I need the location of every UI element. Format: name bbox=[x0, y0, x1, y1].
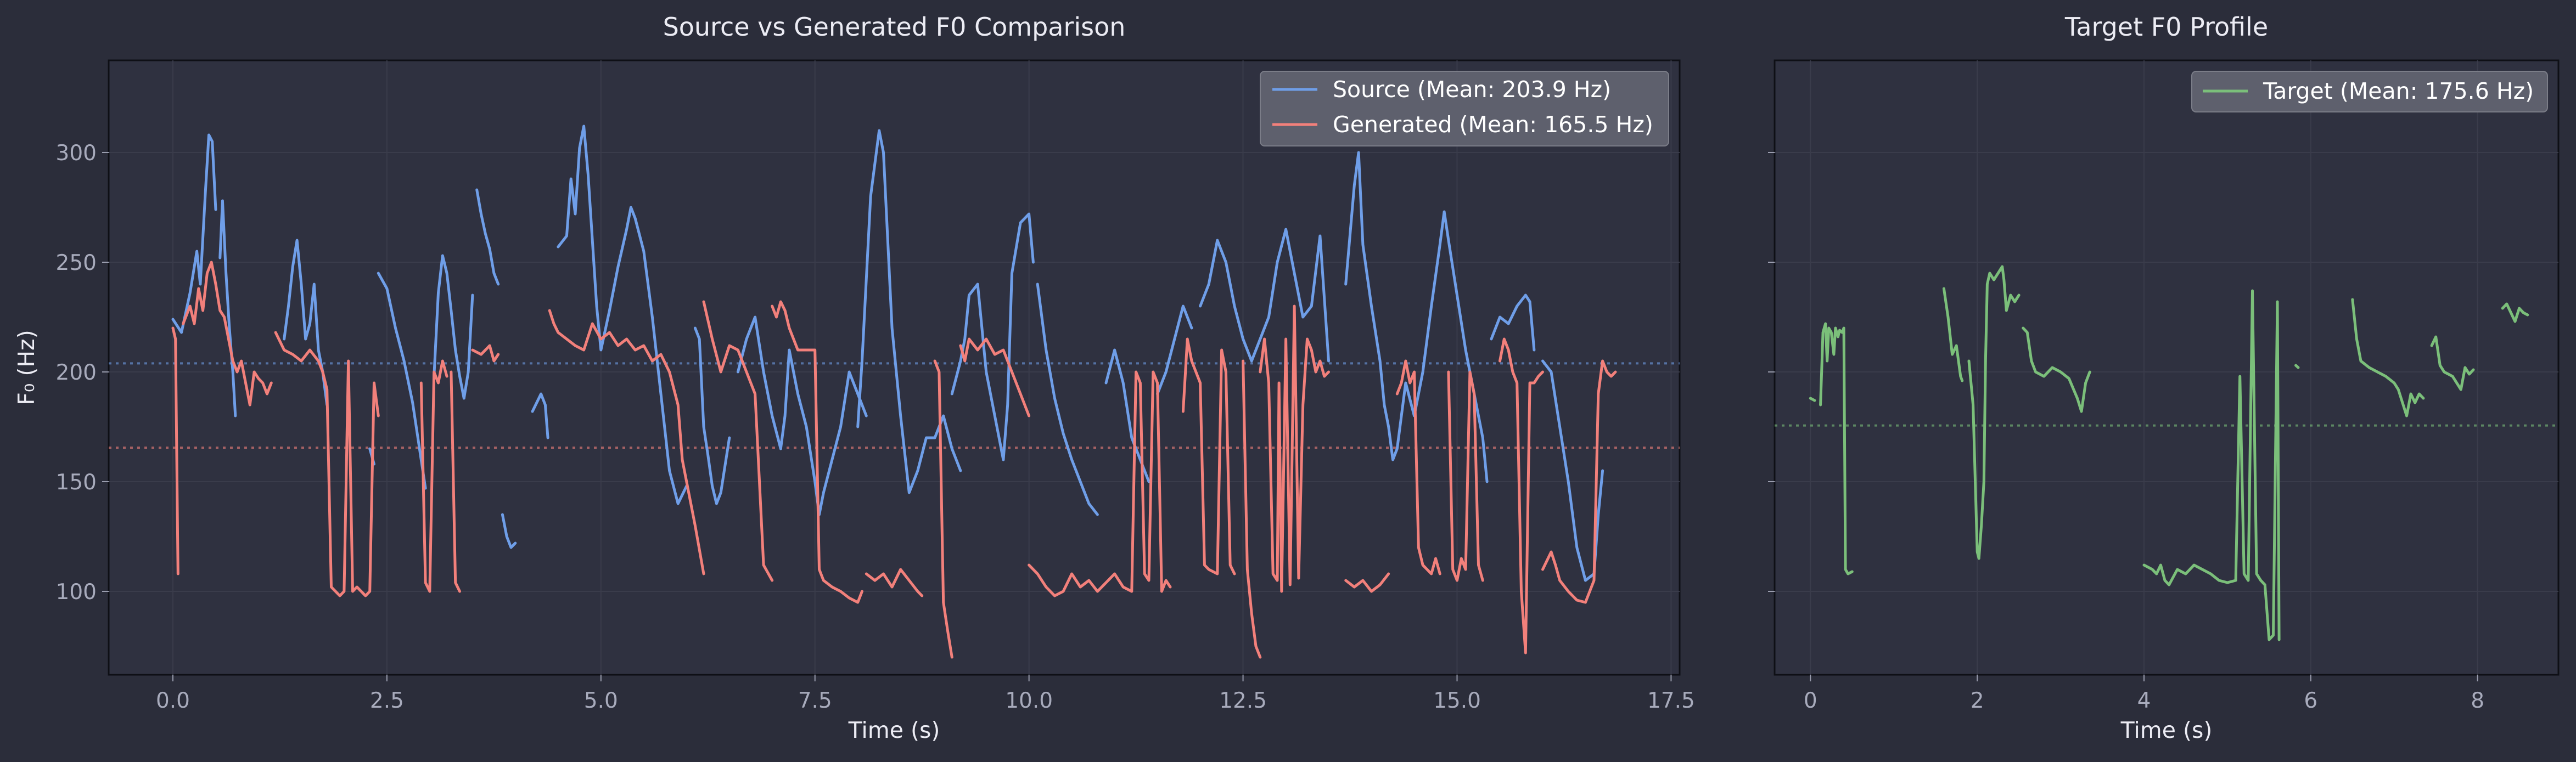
generated-line-segment bbox=[471, 344, 500, 363]
comparison-x-ticks: 0.0 2.5 5.0 7.5 10.0 12.5 15.0 17.5 bbox=[156, 675, 1695, 713]
source-line-segment bbox=[1490, 293, 1536, 352]
y-tick-label: 100 bbox=[56, 580, 97, 605]
target-plot-area bbox=[1774, 59, 2560, 676]
target-grid bbox=[1775, 60, 2558, 675]
comparison-legend-box bbox=[1260, 71, 1669, 146]
target-x-axis-label: Time (s) bbox=[2120, 717, 2213, 743]
target-line-segment bbox=[2294, 364, 2300, 369]
x-tick-label: 4 bbox=[2137, 688, 2151, 713]
generated-series bbox=[171, 261, 1617, 659]
target-line-segment bbox=[2430, 335, 2475, 391]
x-tick-label: 15.0 bbox=[1433, 688, 1481, 713]
generated-line-segment bbox=[933, 359, 953, 659]
x-tick-label: 6 bbox=[2304, 688, 2317, 713]
generated-line-segment bbox=[1447, 370, 1484, 582]
legend-source-label: Source (Mean: 203.9 Hz) bbox=[1333, 76, 1611, 103]
x-tick-label: 12.5 bbox=[1219, 688, 1267, 713]
target-legend: Target (Mean: 175.6 Hz) bbox=[2191, 71, 2548, 112]
source-line-segment bbox=[1036, 283, 1099, 516]
x-tick-label: 7.5 bbox=[798, 688, 832, 713]
x-tick-label: 10.0 bbox=[1005, 688, 1053, 713]
generated-line-segment bbox=[274, 331, 380, 597]
target-line-segment bbox=[2351, 298, 2425, 417]
target-line-segment bbox=[2142, 289, 2281, 641]
source-line-segment bbox=[1344, 151, 1489, 483]
target-line-segment bbox=[1809, 397, 1816, 402]
comparison-y-ticks: 100 150 200 250 300 bbox=[56, 141, 109, 605]
y-tick-label: 250 bbox=[56, 251, 97, 275]
generated-line-segment bbox=[182, 261, 273, 407]
target-legend-box bbox=[2191, 71, 2548, 112]
comparison-legend: Source (Mean: 203.9 Hz) Generated (Mean:… bbox=[1260, 71, 1669, 146]
generated-line-segment bbox=[771, 300, 863, 604]
legend-generated-label: Generated (Mean: 165.5 Hz) bbox=[1333, 111, 1653, 138]
generated-line-segment bbox=[450, 370, 461, 593]
target-y-ticks bbox=[1768, 152, 1775, 592]
y-tick-label: 200 bbox=[56, 360, 97, 385]
target-line-segment bbox=[2501, 302, 2529, 323]
source-line-segment bbox=[736, 315, 868, 516]
x-tick-label: 0 bbox=[1804, 688, 1817, 713]
x-tick-label: 0.0 bbox=[156, 688, 190, 713]
x-tick-label: 8 bbox=[2471, 688, 2484, 713]
source-line-segment bbox=[693, 326, 731, 505]
generated-line-segment bbox=[1499, 337, 1544, 654]
target-x-ticks: 0 2 4 6 8 bbox=[1804, 675, 2484, 713]
target-line-segment bbox=[1967, 265, 2021, 560]
source-line-segment bbox=[433, 254, 474, 400]
source-line-segment bbox=[1541, 359, 1604, 582]
comparison-title: Source vs Generated F0 Comparison bbox=[663, 12, 1126, 42]
y-tick-label: 300 bbox=[56, 141, 97, 166]
generated-line-segment bbox=[702, 300, 774, 582]
generated-line-segment bbox=[865, 568, 924, 597]
x-tick-label: 2.5 bbox=[370, 688, 404, 713]
source-line-segment bbox=[1156, 304, 1193, 396]
source-line-segment bbox=[283, 239, 329, 407]
legend-target-label: Target (Mean: 175.6 Hz) bbox=[2263, 78, 2534, 104]
source-line-segment bbox=[218, 199, 237, 417]
target-series bbox=[1809, 265, 2529, 641]
x-tick-label: 5.0 bbox=[584, 688, 618, 713]
y-tick-label: 150 bbox=[56, 470, 97, 495]
target-title: Target F0 Profile bbox=[2064, 12, 2268, 42]
source-line-segment bbox=[475, 188, 500, 286]
generated-line-segment bbox=[548, 309, 705, 575]
target-line-segment bbox=[1942, 287, 1964, 382]
source-line-segment bbox=[1199, 228, 1330, 363]
source-line-segment bbox=[377, 272, 427, 490]
generated-line-segment bbox=[1344, 572, 1390, 593]
target-line-segment bbox=[2022, 326, 2091, 413]
source-line-segment bbox=[950, 212, 1035, 461]
generated-line-segment bbox=[1541, 359, 1617, 604]
comparison-series bbox=[171, 125, 1617, 659]
comparison-panel: 0.0 2.5 5.0 7.5 10.0 12.5 15.0 17.5 100 150 200 25… bbox=[13, 12, 1695, 743]
generated-line-segment bbox=[1242, 359, 1262, 659]
source-line-segment bbox=[501, 513, 517, 549]
generated-line-segment bbox=[1181, 337, 1236, 575]
generated-line-segment bbox=[1395, 359, 1441, 575]
generated-line-segment bbox=[959, 337, 1031, 417]
generated-line-segment bbox=[171, 326, 179, 575]
comparison-x-axis-label: Time (s) bbox=[848, 717, 940, 743]
x-tick-label: 17.5 bbox=[1647, 688, 1695, 713]
source-line-segment bbox=[557, 125, 688, 505]
comparison-y-axis-label: F₀ (Hz) bbox=[13, 330, 40, 405]
generated-line-segment bbox=[1259, 304, 1330, 593]
generated-line-segment bbox=[419, 359, 448, 593]
source-line-segment bbox=[531, 392, 549, 439]
generated-line-segment bbox=[1028, 370, 1172, 597]
target-line-segment bbox=[1819, 322, 1854, 575]
target-panel: 0 2 4 6 8 Target F0 Profile Time (s) Target … bbox=[1768, 12, 2560, 743]
x-tick-label: 2 bbox=[1971, 688, 1984, 713]
target-series bbox=[1809, 265, 2529, 641]
